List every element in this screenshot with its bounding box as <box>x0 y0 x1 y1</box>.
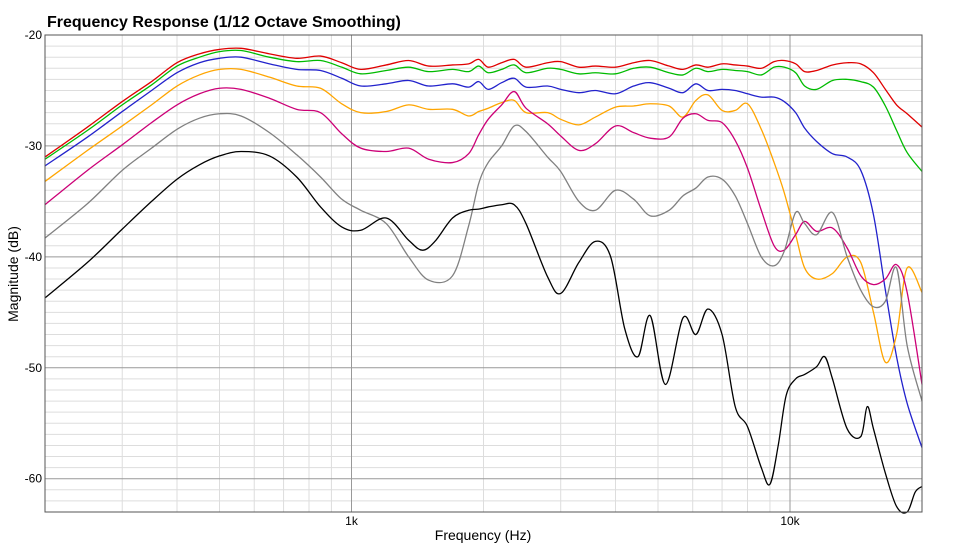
series-line-4 <box>44 67 923 364</box>
series-line-5 <box>44 87 923 385</box>
series-line-6 <box>44 112 923 402</box>
series-line-1 <box>44 47 923 158</box>
x-tick-label: 10k <box>780 514 800 528</box>
grid <box>45 34 922 513</box>
x-tick-labels: 1k 10k <box>345 514 801 528</box>
y-axis-label: Magnitude (dB) <box>5 226 21 322</box>
y-tick-label: -50 <box>25 361 43 375</box>
series-line-7 <box>44 150 923 514</box>
y-tick-labels: -20 -30 -40 -50 -60 <box>25 28 43 486</box>
y-tick-label: -20 <box>25 28 43 42</box>
y-tick-label: -40 <box>25 250 43 264</box>
series-group <box>44 47 923 514</box>
y-tick-label: -30 <box>25 139 43 153</box>
plot-border <box>44 34 923 513</box>
y-tick-label: -60 <box>25 472 43 486</box>
x-tick-label: 1k <box>345 514 359 528</box>
series-line-3 <box>44 56 923 448</box>
chart-title: Frequency Response (1/12 Octave Smoothin… <box>47 14 401 31</box>
series-line-2 <box>44 49 923 172</box>
x-axis-label: Frequency (Hz) <box>435 527 531 543</box>
